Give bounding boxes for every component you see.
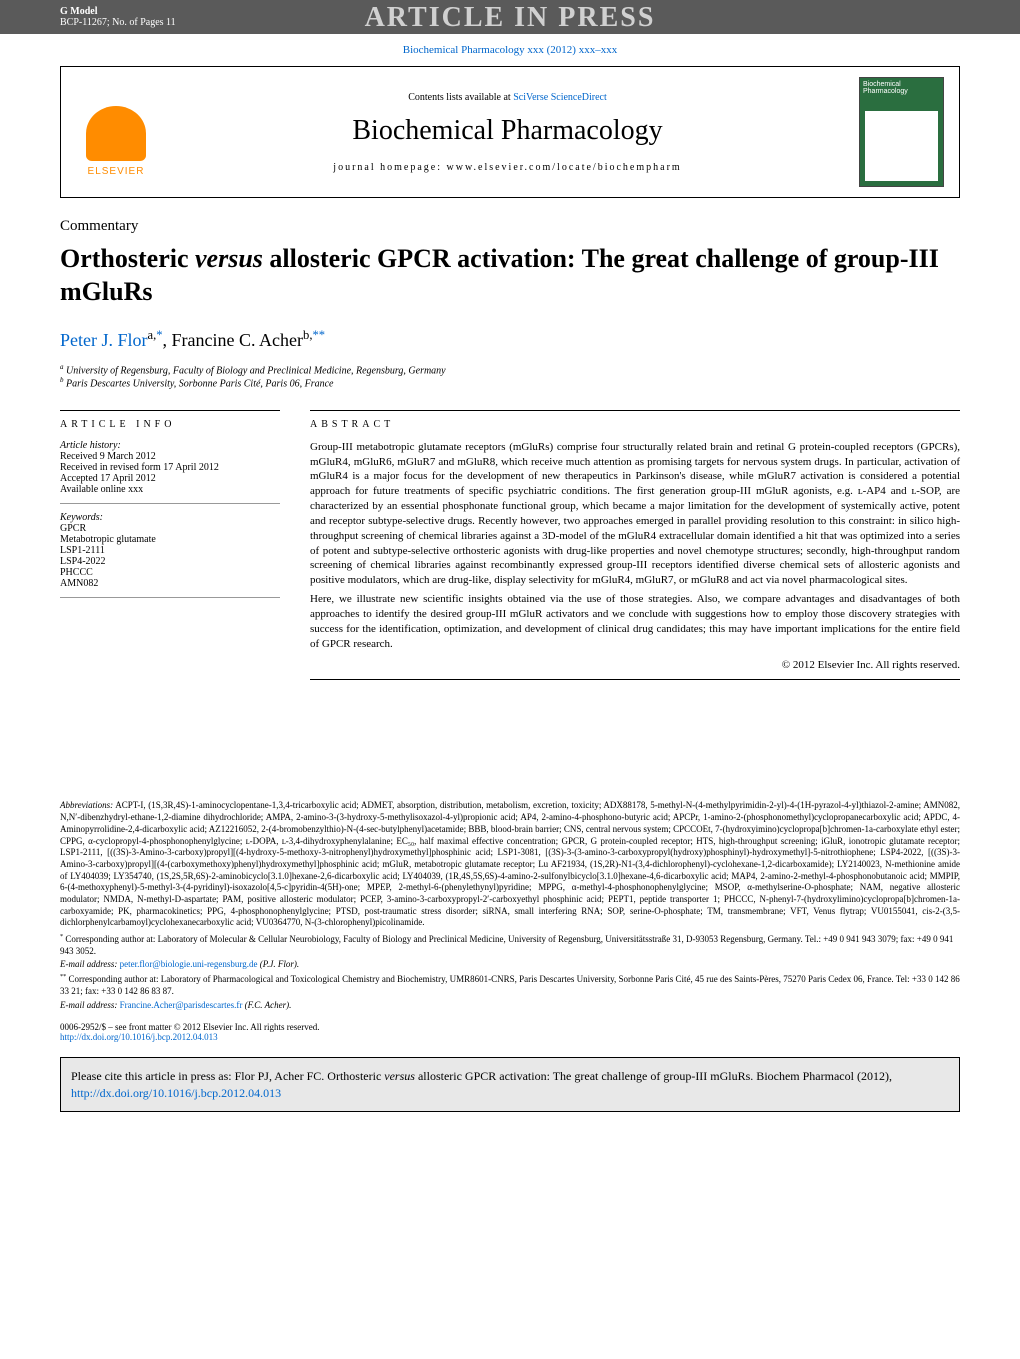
sciencedirect-link[interactable]: SciVerse ScienceDirect: [513, 92, 607, 103]
online: Available online xxx: [60, 484, 280, 495]
abstract: ABSTRACT Group-III metabotropic glutamat…: [310, 410, 960, 681]
authors: Peter J. Flora,*, Francine C. Acherb,**: [60, 328, 960, 351]
kw1: GPCR: [60, 523, 280, 534]
contents-text: Contents lists available at: [408, 92, 513, 103]
journal-title: Biochemical Pharmacology: [156, 115, 859, 147]
keywords-block: Keywords: GPCR Metabotropic glutamate LS…: [60, 512, 280, 598]
accepted: Accepted 17 April 2012: [60, 473, 280, 484]
corresponding2: ** Corresponding author at: Laboratory o…: [60, 973, 960, 997]
corr2-text: Corresponding author at: Laboratory of P…: [60, 974, 960, 996]
author2: , Francine C. Acher: [163, 330, 303, 350]
kw4: LSP4-2022: [60, 556, 280, 567]
received: Received 9 March 2012: [60, 451, 280, 462]
abstract-para1: Group-III metabotropic glutamate recepto…: [310, 440, 960, 588]
info-abstract-row: ARTICLE INFO Article history: Received 9…: [60, 410, 960, 681]
abstract-para2: Here, we illustrate new scientific insig…: [310, 592, 960, 651]
article-type: Commentary: [60, 218, 960, 235]
author1-link[interactable]: Peter J. Flor: [60, 330, 148, 350]
cite-text2: allosteric GPCR activation: The great ch…: [415, 1069, 892, 1083]
journal-header-box: ELSEVIER Contents lists available at Sci…: [60, 66, 960, 198]
kw2: Metabotropic glutamate: [60, 534, 280, 545]
elsevier-logo: ELSEVIER: [76, 87, 156, 177]
journal-center: Contents lists available at SciVerse Sci…: [156, 92, 859, 173]
watermark: ARTICLE IN PRESS: [365, 2, 656, 34]
cite-doi-link[interactable]: http://dx.doi.org/10.1016/j.bcp.2012.04.…: [71, 1086, 281, 1100]
contents-list: Contents lists available at SciVerse Sci…: [156, 92, 859, 103]
journal-cover-thumbnail: Biochemical Pharmacology: [859, 77, 944, 187]
email-line2: E-mail address: Francine.Acher@parisdesc…: [60, 1000, 960, 1010]
elsevier-text: ELSEVIER: [88, 166, 145, 177]
email-line1: E-mail address: peter.flor@biologie.uni-…: [60, 959, 960, 969]
abbrev-label: Abbreviations:: [60, 800, 113, 810]
cite-italic: versus: [384, 1069, 415, 1083]
journal-ref-link[interactable]: Biochemical Pharmacology xxx (2012) xxx–…: [403, 44, 617, 56]
email-label1: E-mail address:: [60, 959, 120, 969]
journal-homepage: journal homepage: www.elsevier.com/locat…: [156, 162, 859, 173]
article-info: ARTICLE INFO Article history: Received 9…: [60, 410, 280, 681]
cover-inner: [865, 111, 938, 181]
cover-title: Biochemical Pharmacology: [860, 78, 943, 98]
article-info-heading: ARTICLE INFO: [60, 410, 280, 430]
email2-link[interactable]: Francine.Acher@parisdescartes.fr: [120, 1000, 243, 1010]
email-suffix1: (P.J. Flor).: [258, 959, 300, 969]
doi-link[interactable]: http://dx.doi.org/10.1016/j.bcp.2012.04.…: [60, 1032, 218, 1042]
header-bar: G Model BCP-11267; No. of Pages 11 ARTIC…: [0, 0, 1020, 34]
aff1-text: University of Regensburg, Faculty of Bio…: [64, 365, 446, 376]
front-matter: 0006-2952/$ – see front matter © 2012 El…: [60, 1022, 960, 1042]
title-part1: Orthosteric: [60, 244, 195, 273]
keywords-label: Keywords:: [60, 512, 280, 523]
abbreviations: Abbreviations: ACPT-I, (1S,3R,4S)-1-amin…: [60, 800, 960, 929]
kw5: PHCCC: [60, 567, 280, 578]
corr1-text: Corresponding author at: Laboratory of M…: [60, 934, 953, 956]
abstract-text: Group-III metabotropic glutamate recepto…: [310, 440, 960, 652]
article-title: Orthosteric versus allosteric GPCR activ…: [60, 243, 960, 308]
cite-text1: Please cite this article in press as: Fl…: [71, 1069, 384, 1083]
email-label2: E-mail address:: [60, 1000, 120, 1010]
abstract-heading: ABSTRACT: [310, 410, 960, 430]
author2-star[interactable]: **: [312, 328, 325, 342]
author1-sup: a,: [148, 328, 157, 342]
elsevier-tree-icon: [86, 106, 146, 161]
abbrev-text: ACPT-I, (1S,3R,4S)-1-aminocyclopentane-1…: [60, 800, 960, 927]
journal-reference: Biochemical Pharmacology xxx (2012) xxx–…: [60, 44, 960, 56]
corresponding1: * Corresponding author at: Laboratory of…: [60, 933, 960, 957]
history-block: Article history: Received 9 March 2012 R…: [60, 440, 280, 504]
email-suffix2: (F.C. Acher).: [242, 1000, 291, 1010]
title-italic: versus: [195, 244, 263, 273]
cite-box: Please cite this article in press as: Fl…: [60, 1057, 960, 1113]
history-label: Article history:: [60, 440, 280, 451]
aff2-text: Paris Descartes University, Sorbonne Par…: [64, 379, 334, 390]
affiliations: a University of Regensburg, Faculty of B…: [60, 363, 960, 390]
front-matter-text: 0006-2952/$ – see front matter © 2012 El…: [60, 1022, 960, 1032]
email1-link[interactable]: peter.flor@biologie.uni-regensburg.de: [120, 959, 258, 969]
copyright: © 2012 Elsevier Inc. All rights reserved…: [310, 659, 960, 680]
kw6: AMN082: [60, 578, 280, 589]
kw3: LSP1-2111: [60, 545, 280, 556]
revised: Received in revised form 17 April 2012: [60, 462, 280, 473]
